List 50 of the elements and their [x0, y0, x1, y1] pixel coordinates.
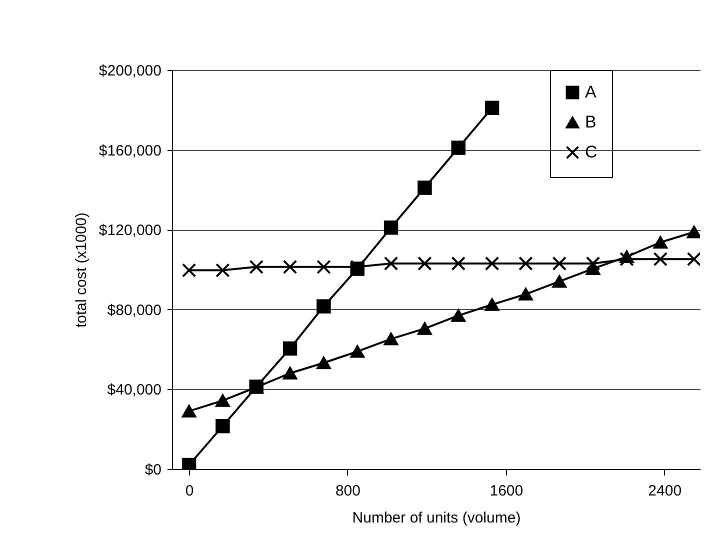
point [653, 236, 668, 249]
point [384, 332, 398, 346]
point [686, 252, 700, 266]
point [182, 404, 196, 418]
y-tick-label: $0 [144, 462, 162, 478]
point [586, 262, 600, 276]
point [216, 263, 230, 278]
point [282, 260, 298, 274]
point [484, 256, 500, 271]
point [316, 299, 331, 314]
point [418, 180, 432, 195]
legend-label: B [585, 112, 596, 132]
point [316, 260, 331, 274]
y-tick-label: $160,000 [98, 142, 162, 160]
point [484, 100, 500, 116]
x-axis-title: Number of units (volume) [352, 510, 521, 526]
point [653, 252, 668, 266]
point [182, 263, 196, 278]
point [686, 226, 700, 238]
point [418, 256, 432, 271]
point [518, 288, 533, 301]
point [552, 275, 567, 288]
point [552, 256, 567, 271]
y-tick-label: $200,000 [98, 62, 162, 80]
point [249, 260, 264, 274]
y-tick-label: $80,000 [107, 302, 162, 319]
x-tick-label: 1600 [490, 482, 524, 500]
point [350, 345, 364, 358]
point [451, 140, 466, 155]
point [451, 309, 466, 322]
point [316, 356, 331, 370]
point [216, 418, 230, 434]
point [216, 394, 230, 407]
x-tick-label: 0 [185, 482, 194, 500]
point [282, 341, 298, 356]
point [586, 256, 600, 271]
y-tick-label: $40,000 [107, 382, 162, 399]
y-tick-label: $120,000 [98, 222, 162, 240]
point [282, 366, 298, 380]
x-tick-label: 2400 [648, 482, 682, 500]
point [484, 298, 500, 311]
legend-label: A [585, 82, 597, 102]
point [384, 220, 398, 235]
point [451, 256, 466, 271]
point [620, 252, 634, 266]
point [384, 256, 398, 271]
point [418, 322, 432, 335]
y-axis-title: total cost (x1000) [72, 212, 90, 328]
x-tick-label: 800 [335, 482, 360, 500]
point [518, 256, 533, 271]
